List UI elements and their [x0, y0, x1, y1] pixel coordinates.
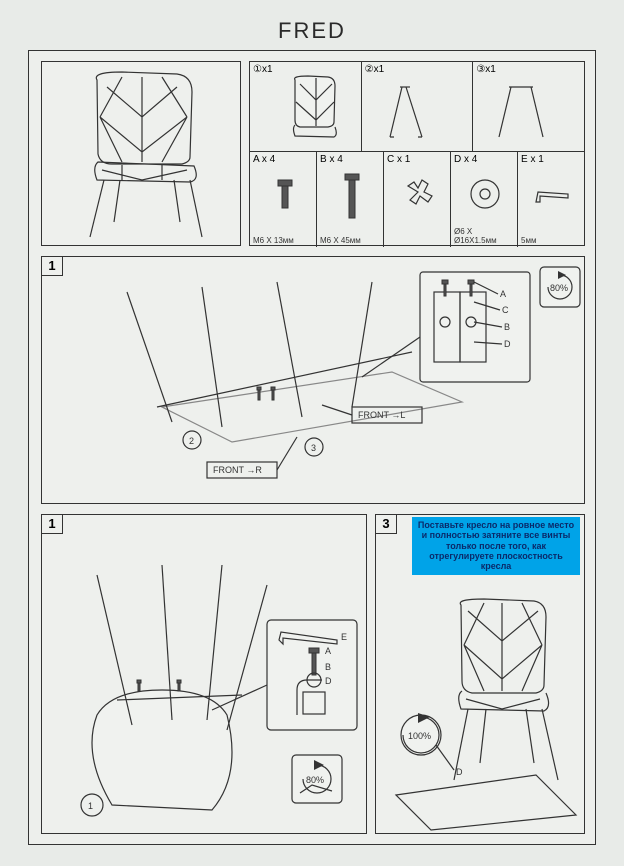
svg-text:E: E — [341, 632, 347, 642]
leg-tag-3: 3 — [311, 443, 316, 453]
step-1-panel: 1 2 3 FRONT →L FRONT →R — [41, 256, 585, 504]
part-B-spec: M6 X 45мм — [320, 236, 361, 245]
part-D-spec: Ø6 X Ø16X1.5мм — [454, 227, 517, 245]
svg-text:D: D — [456, 767, 463, 777]
front-r-label: FRONT →R — [213, 465, 262, 475]
step-1-number: 1 — [41, 256, 63, 276]
part-E-label: E x 1 — [521, 154, 544, 165]
svg-text:C: C — [502, 305, 509, 315]
parts-list: ①x1 ②x1 ③x1 — [249, 61, 585, 246]
part-A-spec: M6 X 13мм — [253, 236, 294, 245]
part-C-label: C x 1 — [387, 154, 410, 165]
part-D-label: D x 4 — [454, 154, 477, 165]
part-3: ③x1 — [473, 62, 584, 152]
leg-tag-2: 2 — [189, 436, 194, 446]
step-3-panel: 3 Поставьте кресло на ровное место и пол… — [375, 514, 585, 834]
part-B-label: B x 4 — [320, 154, 343, 165]
instruction-sheet: ①x1 ②x1 ③x1 — [28, 50, 596, 845]
part-E: E x 1 5мм — [518, 152, 584, 247]
part-3-label: ③x1 — [476, 64, 496, 75]
part-1-label: ①x1 — [253, 64, 273, 75]
part-D: D x 4 Ø6 X Ø16X1.5мм — [451, 152, 518, 247]
svg-text:80%: 80% — [550, 283, 568, 293]
svg-text:A: A — [500, 289, 506, 299]
svg-text:1: 1 — [88, 801, 93, 811]
step-3-note: Поставьте кресло на ровное место и полно… — [412, 517, 580, 575]
product-title: FRED — [28, 18, 596, 44]
step-2-panel: 1 1 — [41, 514, 367, 834]
svg-text:D: D — [325, 676, 332, 686]
front-l-label: FRONT →L — [358, 410, 405, 420]
step-2-number: 1 — [41, 514, 63, 534]
svg-text:80%: 80% — [306, 775, 324, 785]
svg-text:D: D — [504, 339, 511, 349]
step-3-number: 3 — [375, 514, 397, 534]
svg-text:B: B — [504, 322, 510, 332]
part-1: ①x1 — [250, 62, 362, 152]
part-B: B x 4 M6 X 45мм — [317, 152, 384, 247]
finished-product-panel — [41, 61, 241, 246]
svg-text:100%: 100% — [408, 731, 431, 741]
part-E-spec: 5мм — [521, 236, 536, 245]
part-A: A x 4 M6 X 13мм — [250, 152, 317, 247]
part-2: ②x1 — [362, 62, 474, 152]
part-2-label: ②x1 — [365, 64, 385, 75]
part-C: C x 1 — [384, 152, 451, 247]
svg-text:B: B — [325, 662, 331, 672]
svg-text:A: A — [325, 646, 331, 656]
part-A-label: A x 4 — [253, 154, 275, 165]
